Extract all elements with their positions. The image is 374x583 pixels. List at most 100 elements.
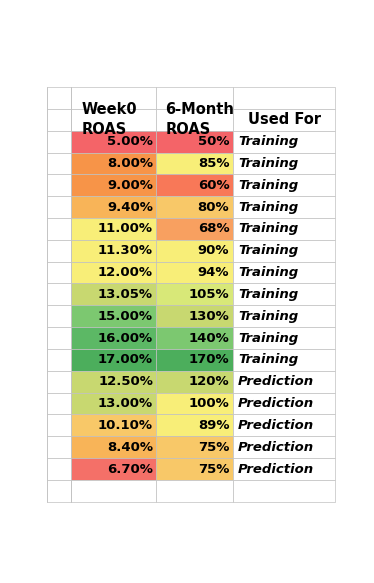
Bar (156, 458, 233, 480)
Bar (71, 371, 156, 393)
Bar (233, 415, 335, 436)
Text: 140%: 140% (188, 332, 229, 345)
Bar (156, 218, 233, 240)
Bar (233, 327, 335, 349)
Text: Training: Training (238, 244, 298, 257)
Text: 60%: 60% (198, 179, 229, 192)
Bar (71, 349, 156, 371)
Bar (71, 131, 156, 153)
Text: 170%: 170% (189, 353, 229, 366)
Bar (47, 458, 71, 480)
Text: 12.50%: 12.50% (98, 375, 153, 388)
Text: Training: Training (238, 201, 298, 213)
Text: Training: Training (238, 288, 298, 301)
Text: Training: Training (238, 332, 298, 345)
Bar (156, 436, 233, 458)
Text: 100%: 100% (188, 397, 229, 410)
Bar (233, 436, 335, 458)
Bar (156, 305, 233, 327)
Bar (156, 349, 233, 371)
Bar (71, 153, 156, 174)
Bar (233, 283, 335, 305)
Text: Prediction: Prediction (238, 441, 314, 454)
Bar (156, 109, 233, 131)
Bar (233, 349, 335, 371)
Bar (47, 109, 71, 131)
Bar (71, 327, 156, 349)
Bar (71, 415, 156, 436)
Text: 11.30%: 11.30% (98, 244, 153, 257)
Text: 11.00%: 11.00% (98, 223, 153, 236)
Bar (47, 305, 71, 327)
Bar (156, 480, 233, 502)
Bar (47, 393, 71, 415)
Bar (233, 393, 335, 415)
Text: 120%: 120% (189, 375, 229, 388)
Text: 5.00%: 5.00% (107, 135, 153, 148)
Bar (71, 240, 156, 262)
Bar (71, 174, 156, 196)
Bar (233, 131, 335, 153)
Text: 90%: 90% (198, 244, 229, 257)
Bar (47, 131, 71, 153)
Bar (71, 109, 156, 131)
Bar (47, 283, 71, 305)
Text: 16.00%: 16.00% (98, 332, 153, 345)
Text: Training: Training (238, 179, 298, 192)
Bar (47, 415, 71, 436)
Bar (156, 87, 233, 109)
Text: Training: Training (238, 353, 298, 366)
Text: Training: Training (238, 310, 298, 323)
Text: Training: Training (238, 135, 298, 148)
Bar (47, 174, 71, 196)
Bar (71, 218, 156, 240)
Text: Prediction: Prediction (238, 462, 314, 476)
Bar (233, 305, 335, 327)
Bar (47, 218, 71, 240)
Text: 9.00%: 9.00% (107, 179, 153, 192)
Bar (233, 262, 335, 283)
Bar (156, 262, 233, 283)
Bar (156, 240, 233, 262)
Bar (156, 196, 233, 218)
Bar (156, 393, 233, 415)
Bar (233, 371, 335, 393)
Text: 12.00%: 12.00% (98, 266, 153, 279)
Text: 9.40%: 9.40% (107, 201, 153, 213)
Text: Prediction: Prediction (238, 375, 314, 388)
Text: Training: Training (238, 266, 298, 279)
Text: 85%: 85% (198, 157, 229, 170)
Text: 8.00%: 8.00% (107, 157, 153, 170)
Bar (71, 436, 156, 458)
Text: Prediction: Prediction (238, 419, 314, 432)
Text: 89%: 89% (198, 419, 229, 432)
Bar (233, 218, 335, 240)
Text: 6.70%: 6.70% (107, 462, 153, 476)
Bar (71, 283, 156, 305)
Text: 50%: 50% (198, 135, 229, 148)
Bar (233, 458, 335, 480)
Text: 80%: 80% (198, 201, 229, 213)
Text: 75%: 75% (198, 441, 229, 454)
Bar (47, 153, 71, 174)
Bar (156, 283, 233, 305)
Bar (47, 327, 71, 349)
Bar (156, 153, 233, 174)
Bar (156, 371, 233, 393)
Bar (156, 415, 233, 436)
Bar (71, 262, 156, 283)
Bar (156, 174, 233, 196)
Bar (233, 196, 335, 218)
Text: Prediction: Prediction (238, 397, 314, 410)
Text: Training: Training (238, 157, 298, 170)
Bar (47, 436, 71, 458)
Bar (71, 458, 156, 480)
Text: 10.10%: 10.10% (98, 419, 153, 432)
Bar (47, 480, 71, 502)
Text: Used For: Used For (248, 113, 321, 127)
Bar (47, 349, 71, 371)
Text: 13.00%: 13.00% (98, 397, 153, 410)
Text: 75%: 75% (198, 462, 229, 476)
Text: Training: Training (238, 223, 298, 236)
Bar (71, 87, 156, 109)
